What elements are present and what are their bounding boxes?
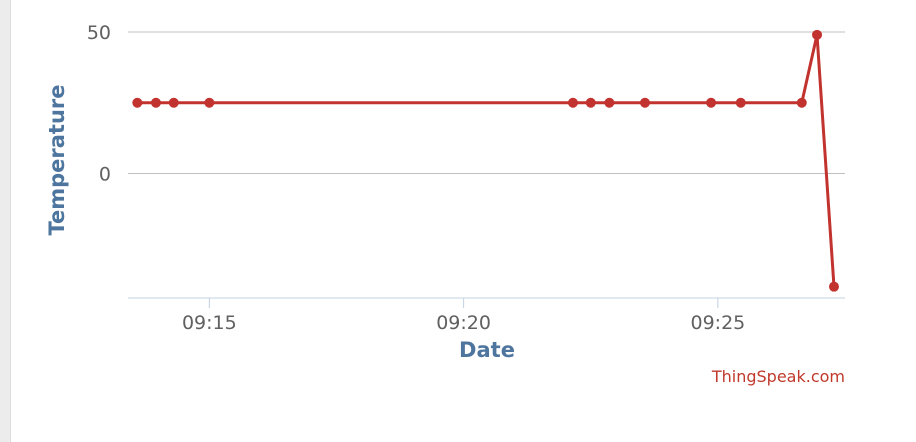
x-tick-label-2: 09:25 (690, 312, 745, 334)
y-tick-label-0: 50 (87, 22, 111, 44)
data-point-7[interactable] (639, 97, 650, 108)
x-tick-label-1: 09:20 (436, 312, 491, 334)
x-axis-ticks (208, 298, 719, 308)
data-point-3[interactable] (204, 97, 215, 108)
x-tick-label-0: 09:15 (182, 312, 237, 334)
data-point-12[interactable] (828, 281, 839, 292)
data-point-9[interactable] (735, 97, 746, 108)
x-axis-title: Date (459, 338, 515, 362)
data-point-2[interactable] (168, 97, 179, 108)
data-point-8[interactable] (706, 97, 717, 108)
x-axis-tick-labels: 09:15 09:20 09:25 (182, 312, 745, 334)
grid-lines (128, 31, 845, 174)
thingspeak-credit-link[interactable]: ThingSpeak.com (711, 367, 845, 386)
data-point-0[interactable] (132, 97, 143, 108)
y-axis-tick-labels: 50 0 (87, 22, 111, 185)
series-points (132, 29, 839, 292)
data-point-4[interactable] (567, 97, 578, 108)
data-point-11[interactable] (812, 29, 823, 40)
data-point-6[interactable] (604, 97, 615, 108)
series-line (137, 33, 836, 287)
data-point-10[interactable] (796, 97, 807, 108)
y-tick-label-1: 0 (99, 163, 111, 185)
y-axis-title: Temperature (45, 84, 69, 235)
left-panel-edge (0, 0, 11, 442)
data-point-1[interactable] (150, 97, 161, 108)
data-point-5[interactable] (585, 97, 596, 108)
